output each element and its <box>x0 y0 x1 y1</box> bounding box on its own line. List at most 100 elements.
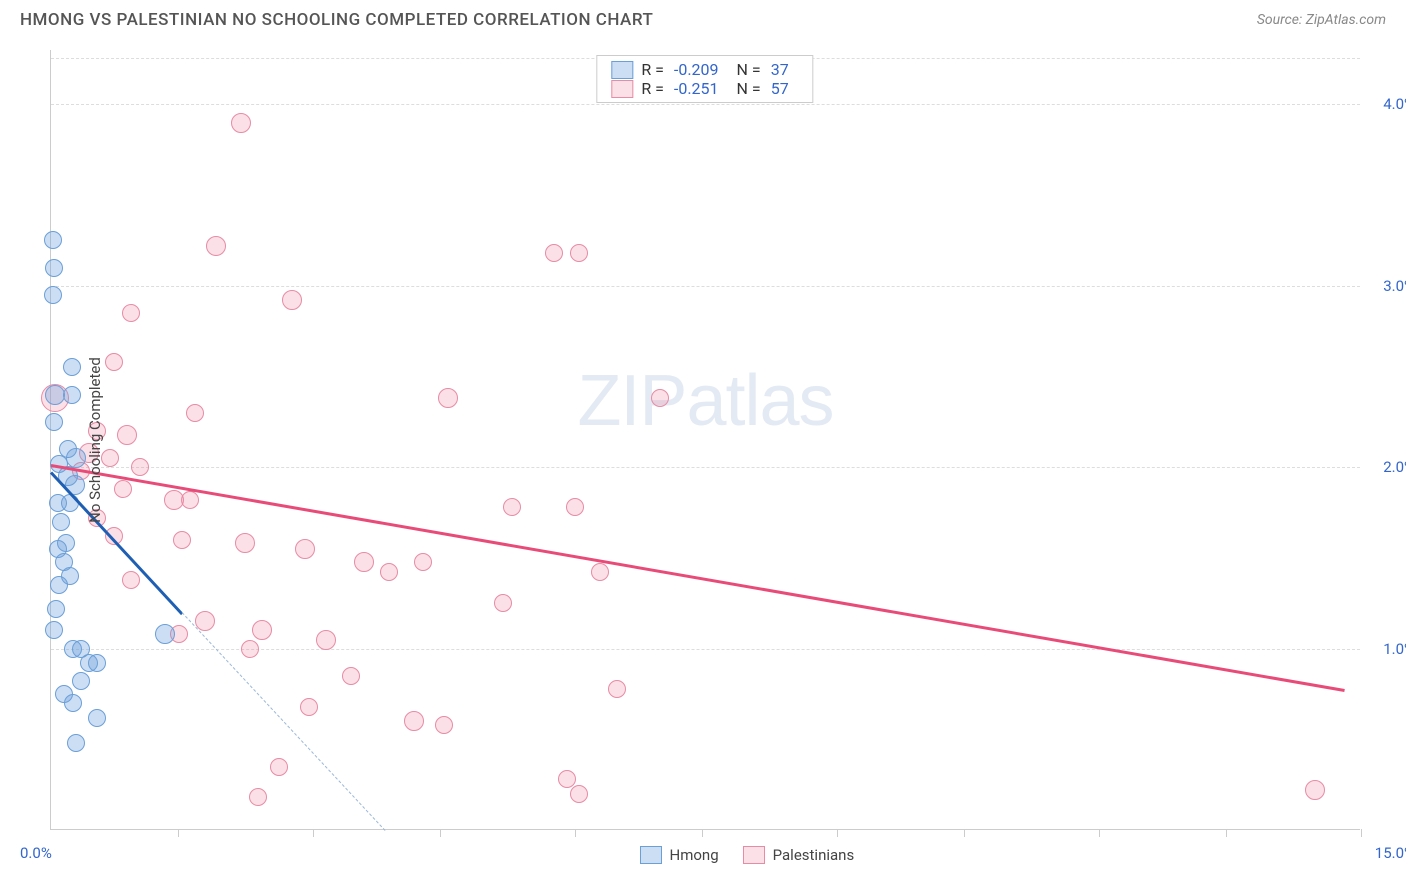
x-tick <box>440 829 441 837</box>
legend-row-hmong: R = -0.209 N = 37 <box>611 60 798 79</box>
plot-region: ZIPatlas 1.0%2.0%3.0%4.0% <box>50 50 1360 830</box>
hmong-point <box>44 231 62 249</box>
hmong-point <box>155 624 175 644</box>
palestinians-point <box>651 389 669 407</box>
palestinians-point <box>570 244 588 262</box>
hmong-point <box>88 709 106 727</box>
palestinians-point <box>342 667 360 685</box>
palestinians-point <box>282 290 302 310</box>
hmong-point <box>88 654 106 672</box>
legend-n-label: N = <box>737 60 761 79</box>
series-legend: Hmong Palestinians <box>640 846 855 864</box>
hmong-trend-extrapolation <box>182 612 386 830</box>
legend-item-hmong: Hmong <box>640 846 719 864</box>
x-tick <box>1099 829 1100 837</box>
watermark: ZIPatlas <box>577 360 833 442</box>
palestinians-point <box>241 640 259 658</box>
x-tick <box>702 829 703 837</box>
hmong-point <box>50 576 68 594</box>
x-tick <box>313 829 314 837</box>
x-axis-max-label: 15.0% <box>1375 844 1406 862</box>
hmong-r-value: -0.209 <box>674 60 719 79</box>
palestinians-point <box>414 553 432 571</box>
legend-r-label: R = <box>641 79 664 98</box>
palestinians-point <box>300 698 318 716</box>
hmong-swatch <box>640 846 662 864</box>
palestinians-point <box>494 594 512 612</box>
palestinians-point <box>270 758 288 776</box>
hmong-n-value: 37 <box>771 60 789 79</box>
palestinians-point <box>354 552 374 572</box>
palestinians-point <box>570 785 588 803</box>
x-tick <box>575 829 576 837</box>
palestinians-n-value: 57 <box>771 79 789 98</box>
palestinians-point <box>435 716 453 734</box>
chart-title: HMONG VS PALESTINIAN NO SCHOOLING COMPLE… <box>20 10 653 30</box>
palestinians-trend-line <box>51 464 1345 691</box>
palestinians-point <box>1305 780 1325 800</box>
palestinians-point <box>122 571 140 589</box>
y-tick-label: 2.0% <box>1383 458 1406 476</box>
hmong-point <box>66 448 86 468</box>
hmong-point <box>47 600 65 618</box>
palestinians-point <box>117 425 137 445</box>
hmong-point <box>63 386 81 404</box>
legend-n-label: N = <box>737 79 761 98</box>
hmong-point <box>45 259 63 277</box>
palestinians-point <box>101 449 119 467</box>
palestinians-label: Palestinians <box>773 846 855 864</box>
palestinians-r-value: -0.251 <box>674 79 719 98</box>
palestinians-point <box>252 620 272 640</box>
palestinians-point <box>173 531 191 549</box>
palestinians-point <box>591 563 609 581</box>
palestinians-point <box>186 404 204 422</box>
x-axis-min-label: 0.0% <box>20 844 52 862</box>
hmong-point <box>64 694 82 712</box>
palestinians-point <box>235 533 255 553</box>
hmong-point <box>49 494 67 512</box>
palestinians-point <box>380 563 398 581</box>
palestinians-point <box>105 353 123 371</box>
palestinians-point <box>206 236 226 256</box>
palestinians-point <box>249 788 267 806</box>
y-tick-label: 3.0% <box>1383 277 1406 295</box>
palestinians-point <box>181 491 199 509</box>
palestinians-point <box>122 304 140 322</box>
hmong-swatch <box>611 61 633 79</box>
gridline <box>51 467 1360 468</box>
x-tick <box>1226 829 1227 837</box>
hmong-point <box>44 286 62 304</box>
source-attribution: Source: ZipAtlas.com <box>1257 12 1386 28</box>
hmong-point <box>45 621 63 639</box>
hmong-label: Hmong <box>670 846 719 864</box>
legend-r-label: R = <box>641 60 664 79</box>
palestinians-swatch <box>743 846 765 864</box>
legend-item-palestinians: Palestinians <box>743 846 855 864</box>
x-tick <box>837 829 838 837</box>
palestinians-swatch <box>611 80 633 98</box>
palestinians-point <box>316 630 336 650</box>
x-tick <box>1361 829 1362 837</box>
gridline <box>51 104 1360 105</box>
legend-row-palestinians: R = -0.251 N = 57 <box>611 79 798 98</box>
y-axis-title: No Schooling Completed <box>86 357 104 523</box>
y-tick-label: 4.0% <box>1383 95 1406 113</box>
palestinians-point <box>114 480 132 498</box>
palestinians-point <box>231 113 251 133</box>
gridline <box>51 286 1360 287</box>
palestinians-point <box>438 388 458 408</box>
y-tick-label: 1.0% <box>1383 640 1406 658</box>
x-tick <box>964 829 965 837</box>
hmong-point <box>52 513 70 531</box>
palestinians-point <box>404 711 424 731</box>
correlation-legend: R = -0.209 N = 37 R = -0.251 N = 57 <box>596 55 813 103</box>
hmong-point <box>45 413 63 431</box>
palestinians-point <box>503 498 521 516</box>
hmong-point <box>67 734 85 752</box>
palestinians-point <box>566 498 584 516</box>
palestinians-point <box>558 770 576 788</box>
chart-area: ZIPatlas 1.0%2.0%3.0%4.0% No Schooling C… <box>50 50 1360 830</box>
palestinians-point <box>295 539 315 559</box>
hmong-point <box>63 358 81 376</box>
palestinians-point <box>545 244 563 262</box>
